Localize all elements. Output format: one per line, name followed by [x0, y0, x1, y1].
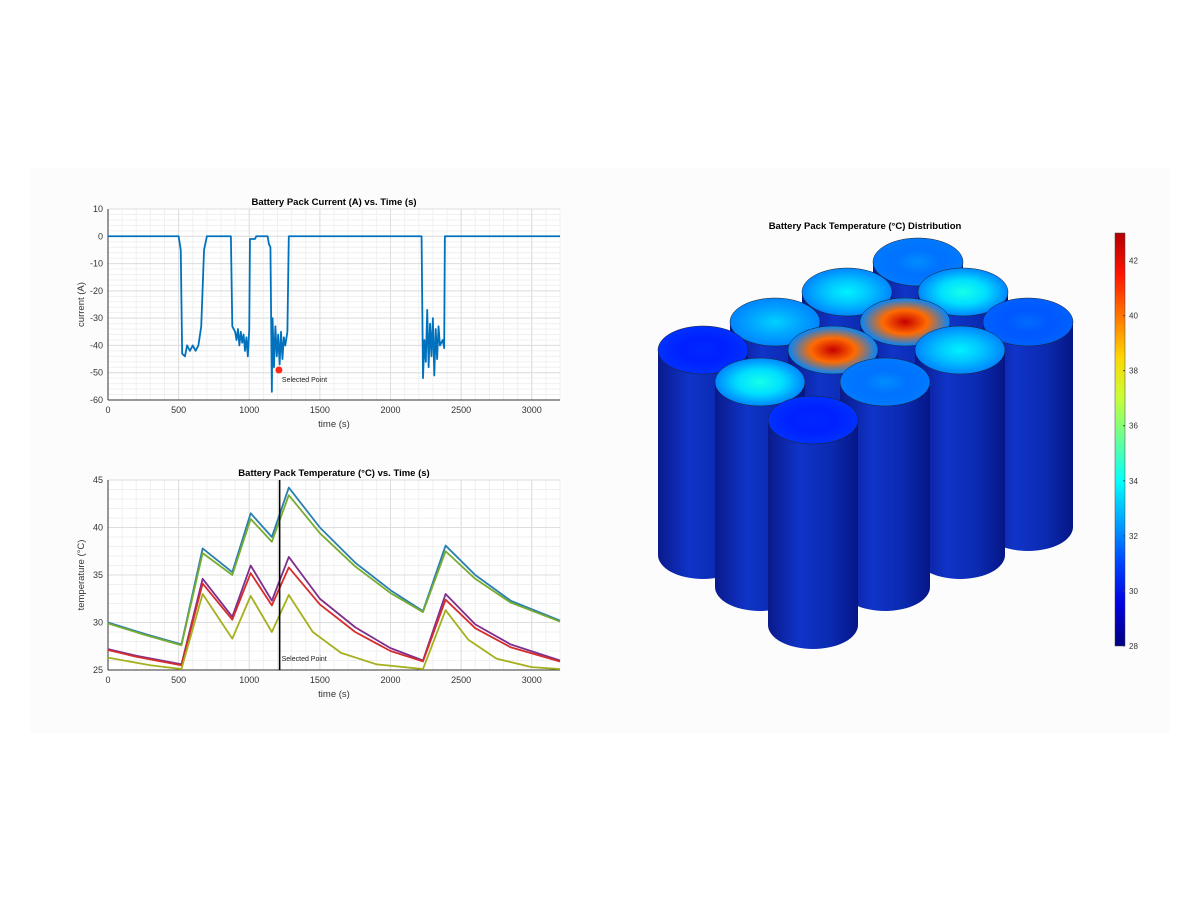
- chart-title: Battery Pack Temperature (°C) vs. Time (…: [238, 468, 429, 479]
- y-tick-label: 30: [93, 618, 103, 628]
- colorbar-tick-label: 34: [1129, 477, 1138, 486]
- y-tick-label: -20: [90, 286, 103, 296]
- cell-top-cap: [714, 357, 806, 407]
- cell-bottom: [983, 503, 1073, 551]
- cell-top-cap: [914, 325, 1006, 375]
- temperature-plot: 0 500 1000 1500 2000 2500 3000 45 40 35 30 25 Batter…: [76, 468, 561, 700]
- x-tick-label: 1500: [310, 675, 330, 685]
- cell-top-cap: [839, 357, 931, 407]
- selected-point-label: Selected Point: [282, 656, 327, 663]
- colorbar-tick-label: 28: [1129, 642, 1138, 651]
- x-axis-label: time (s): [318, 689, 350, 700]
- y-tick-label: 45: [93, 475, 103, 485]
- y-tick-label: -10: [90, 259, 103, 269]
- cell-top-cap: [657, 325, 749, 375]
- y-tick-label: -50: [90, 368, 103, 378]
- x-tick-label: 0: [105, 675, 110, 685]
- cell-top-cap: [982, 297, 1074, 347]
- y-tick-label: 25: [93, 665, 103, 675]
- y-tick-label: -40: [90, 340, 103, 350]
- colorbar: [1114, 232, 1126, 647]
- x-tick-label: 2500: [451, 675, 471, 685]
- x-tick-label: 1000: [239, 675, 259, 685]
- selected-point-marker: [275, 366, 283, 374]
- cell-top-cap: [917, 267, 1009, 317]
- colorbar-tick-label: 38: [1129, 367, 1138, 376]
- colorbar-tick-label: 36: [1129, 422, 1138, 431]
- y-tick-label: 0: [98, 231, 103, 241]
- colorbar-tick-label: 40: [1129, 312, 1138, 321]
- y-tick-label: 10: [93, 204, 103, 214]
- x-tick-label: 1500: [310, 405, 330, 415]
- cell-top-cap: [787, 325, 879, 375]
- x-tick-label: 2000: [380, 405, 400, 415]
- x-tick-label: 2000: [380, 675, 400, 685]
- x-tick-label: 3000: [522, 405, 542, 415]
- colorbar-tick-label: 32: [1129, 532, 1138, 541]
- series-line-cell-d: [107, 566, 561, 667]
- series-line-current: [108, 235, 560, 393]
- cell-top-cap: [767, 395, 859, 445]
- cell-top-cap: [729, 297, 821, 347]
- x-tick-label: 3000: [522, 675, 542, 685]
- y-tick-label: -30: [90, 313, 103, 323]
- y-tick-label: 40: [93, 523, 103, 533]
- series-line-cell-b: [107, 494, 561, 647]
- y-tick-label: -60: [90, 395, 103, 405]
- x-axis-label: time (s): [318, 419, 350, 430]
- cell-bottom: [840, 563, 930, 611]
- y-axis-label: temperature (°C): [76, 540, 87, 611]
- chart-title: Battery Pack Temperature (°C) Distributi…: [769, 221, 962, 232]
- battery-cell: [839, 357, 931, 611]
- cell-body: [768, 420, 858, 625]
- colorbar-tick-label: 30: [1129, 587, 1138, 596]
- x-tick-label: 0: [105, 405, 110, 415]
- current-plot: 0 500 1000 1500 2000 2500 3000 10 0 -10 -20 -30 -40 -…: [76, 197, 561, 430]
- cell-bottom: [768, 601, 858, 649]
- chart-title: Battery Pack Current (A) vs. Time (s): [251, 197, 416, 208]
- x-tick-label: 2500: [451, 405, 471, 415]
- battery-cell: [767, 395, 859, 649]
- x-tick-label: 500: [171, 675, 186, 685]
- colorbar-tick-label: 42: [1129, 257, 1138, 266]
- x-tick-label: 1000: [239, 405, 259, 415]
- selected-point-label: Selected Point: [282, 377, 327, 384]
- series-line-cell-e: [107, 593, 561, 670]
- y-tick-label: 35: [93, 570, 103, 580]
- y-axis-label: current (A): [76, 282, 87, 327]
- temperature-distribution-3d: Battery Pack Temperature (°C) Distributi…: [657, 221, 1138, 651]
- cell-bottom: [915, 531, 1005, 579]
- x-tick-label: 500: [171, 405, 186, 415]
- cell-top-cap: [801, 267, 893, 317]
